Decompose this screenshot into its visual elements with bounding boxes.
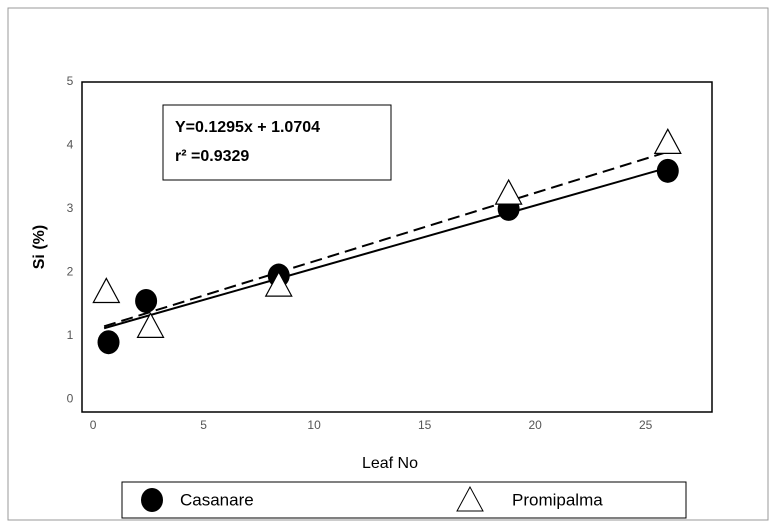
- annotation-box: [162, 104, 392, 181]
- point: [653, 128, 682, 154]
- legend: [121, 481, 687, 519]
- point: [656, 158, 679, 183]
- x-tick-label: 15: [418, 418, 432, 432]
- annotation: r² =0.9329: [175, 148, 249, 165]
- legend-marker: [456, 485, 484, 512]
- x-tick-label: 25: [639, 418, 653, 432]
- y-tick-label: 4: [67, 138, 74, 152]
- point: [264, 270, 293, 297]
- annotation: Y=0.1295x + 1.0704: [175, 119, 320, 136]
- legend-label: Promipalma: [512, 490, 603, 509]
- x-axis-label: Leaf No: [362, 455, 418, 472]
- y-tick-label: 1: [67, 328, 74, 342]
- point: [136, 312, 165, 338]
- y-tick-label: 0: [67, 391, 74, 405]
- y-tick-label: 5: [67, 74, 74, 88]
- x-tick-label: 10: [307, 418, 321, 432]
- point: [97, 330, 120, 355]
- x-tick-label: 5: [200, 418, 207, 432]
- y-tick-label: 3: [67, 201, 74, 215]
- y-tick-label: 2: [67, 265, 74, 279]
- point: [135, 288, 158, 313]
- legend-label: Casanare: [180, 490, 254, 509]
- legend-marker: [141, 488, 163, 512]
- point: [92, 277, 121, 304]
- trendline: [103, 166, 669, 330]
- x-tick-label: 0: [90, 418, 97, 432]
- trendline: [103, 150, 669, 328]
- point: [494, 178, 523, 205]
- y-axis-label: Si (%): [31, 225, 48, 269]
- x-tick-label: 20: [528, 418, 542, 432]
